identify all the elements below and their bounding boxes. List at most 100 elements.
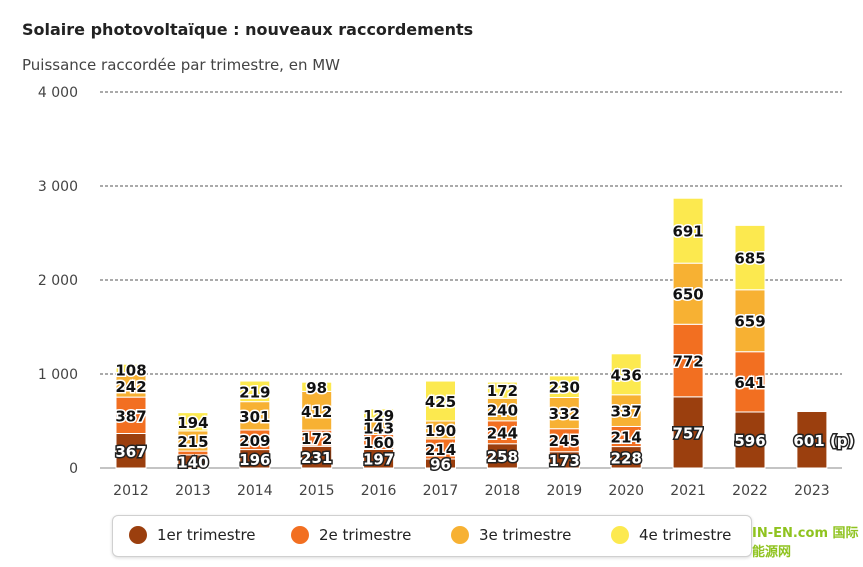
data-label: 140 — [177, 453, 208, 471]
data-label: 129 — [363, 407, 394, 425]
x-tick-label: 2021 — [670, 483, 706, 499]
x-tick-label: 2019 — [546, 483, 582, 499]
chart-legend: 1er trimestre 2e trimestre 3e trimestre … — [112, 515, 752, 557]
x-tick-label: 2016 — [361, 483, 397, 499]
legend-label-q3: 3e trimestre — [479, 526, 572, 544]
data-label: 244 — [487, 424, 518, 442]
chart-title: Solaire photovoltaïque : nouveaux raccor… — [22, 20, 474, 39]
data-label: 641 — [734, 374, 765, 392]
legend-item-q4[interactable]: 4e trimestre — [611, 526, 731, 544]
data-label: 172 — [487, 382, 518, 400]
bar-segment — [734, 289, 766, 353]
data-label: 197 — [363, 451, 394, 469]
data-label: 436 — [611, 366, 642, 384]
x-tick-label: 2017 — [423, 483, 459, 499]
y-tick-label: 1 000 — [38, 367, 78, 383]
bar-segment — [239, 380, 271, 403]
x-tick-label: 2020 — [608, 483, 644, 499]
data-label: 301 — [239, 408, 270, 426]
legend-label-q4: 4e trimestre — [639, 526, 732, 544]
bar-segment — [486, 381, 518, 399]
legend-swatch-q1 — [129, 526, 147, 544]
data-label: 242 — [115, 378, 146, 396]
data-label: 98 — [306, 379, 327, 397]
data-label: 160 — [363, 434, 394, 452]
bar-segment — [486, 443, 518, 469]
y-tick-label: 2 000 — [38, 273, 78, 289]
legend-item-q3[interactable]: 3e trimestre — [451, 526, 571, 544]
bar-segment — [672, 197, 704, 264]
data-label: 215 — [177, 433, 208, 451]
bar-segment — [425, 380, 456, 422]
legend-swatch-q3 — [451, 526, 469, 544]
data-label: 337 — [611, 403, 642, 421]
bar-segment — [734, 411, 766, 469]
y-tick-label: 4 000 — [38, 85, 78, 101]
bar-segment — [672, 323, 704, 398]
data-label: 143 — [363, 420, 394, 438]
data-label: 258 — [487, 448, 518, 466]
data-label: 209 — [239, 432, 270, 450]
legend-swatch-q4 — [611, 526, 629, 544]
data-label: 387 — [115, 407, 146, 425]
chart-subtitle: Puissance raccordée par trimestre, en MW — [22, 56, 340, 74]
bar-segment — [115, 433, 147, 469]
bar-segment — [301, 381, 333, 392]
data-label: 214 — [425, 441, 456, 459]
x-tick-label: 2012 — [113, 483, 149, 499]
data-label: 245 — [549, 432, 580, 450]
legend-item-q1[interactable]: 1er trimestre — [129, 526, 256, 544]
data-label: 367 — [115, 443, 146, 461]
data-label: 412 — [301, 403, 332, 421]
bar-segment — [796, 411, 828, 469]
data-label: 190 — [425, 422, 456, 440]
data-label: 214 — [611, 429, 642, 447]
data-label: 231 — [301, 449, 332, 467]
bar-segment — [672, 396, 704, 469]
data-label: 596 — [734, 432, 765, 450]
data-label: 685 — [734, 250, 765, 268]
bar-segment — [610, 394, 642, 427]
y-tick-label: 3 000 — [38, 179, 78, 195]
data-label: 650 — [672, 286, 703, 304]
bar-segment — [734, 351, 766, 413]
data-label: 172 — [301, 430, 332, 448]
data-label: 194 — [177, 414, 208, 432]
data-label: 601 (p) — [793, 432, 854, 450]
x-tick-label: 2023 — [794, 483, 830, 499]
legend-label-q1: 1er trimestre — [157, 526, 256, 544]
data-label: 108 — [115, 361, 146, 379]
data-label: 230 — [549, 379, 580, 397]
bar-segment — [548, 375, 580, 399]
bar-segment — [115, 363, 147, 375]
bar-segment — [610, 353, 642, 396]
data-label: 196 — [239, 451, 270, 469]
data-label: 219 — [239, 383, 270, 401]
x-tick-label: 2014 — [237, 483, 273, 499]
legend-label-q2: 2e trimestre — [319, 526, 412, 544]
watermark-logo: IN-EN.com 国际能源网 — [752, 526, 859, 560]
bar-segment — [363, 408, 395, 422]
legend-swatch-q2 — [291, 526, 309, 544]
data-label: 228 — [611, 449, 642, 467]
x-tick-label: 2013 — [175, 483, 211, 499]
y-tick-label: 0 — [69, 461, 78, 477]
data-label: 691 — [672, 223, 703, 241]
data-label: 757 — [672, 424, 703, 442]
bar-segment — [177, 412, 209, 432]
data-label: 772 — [672, 353, 703, 371]
bar-segment — [672, 262, 704, 325]
data-label: 240 — [487, 402, 518, 420]
data-label: 659 — [734, 313, 765, 331]
x-tick-label: 2015 — [299, 483, 335, 499]
x-tick-label: 2022 — [732, 483, 768, 499]
x-tick-label: 2018 — [485, 483, 521, 499]
data-label: 425 — [425, 393, 456, 411]
bar-segment — [734, 224, 766, 291]
bar-segment — [301, 390, 333, 431]
bar-segment — [239, 401, 271, 431]
data-label: 96 — [430, 455, 451, 473]
data-label: 173 — [549, 452, 580, 470]
legend-item-q2[interactable]: 2e trimestre — [291, 526, 411, 544]
